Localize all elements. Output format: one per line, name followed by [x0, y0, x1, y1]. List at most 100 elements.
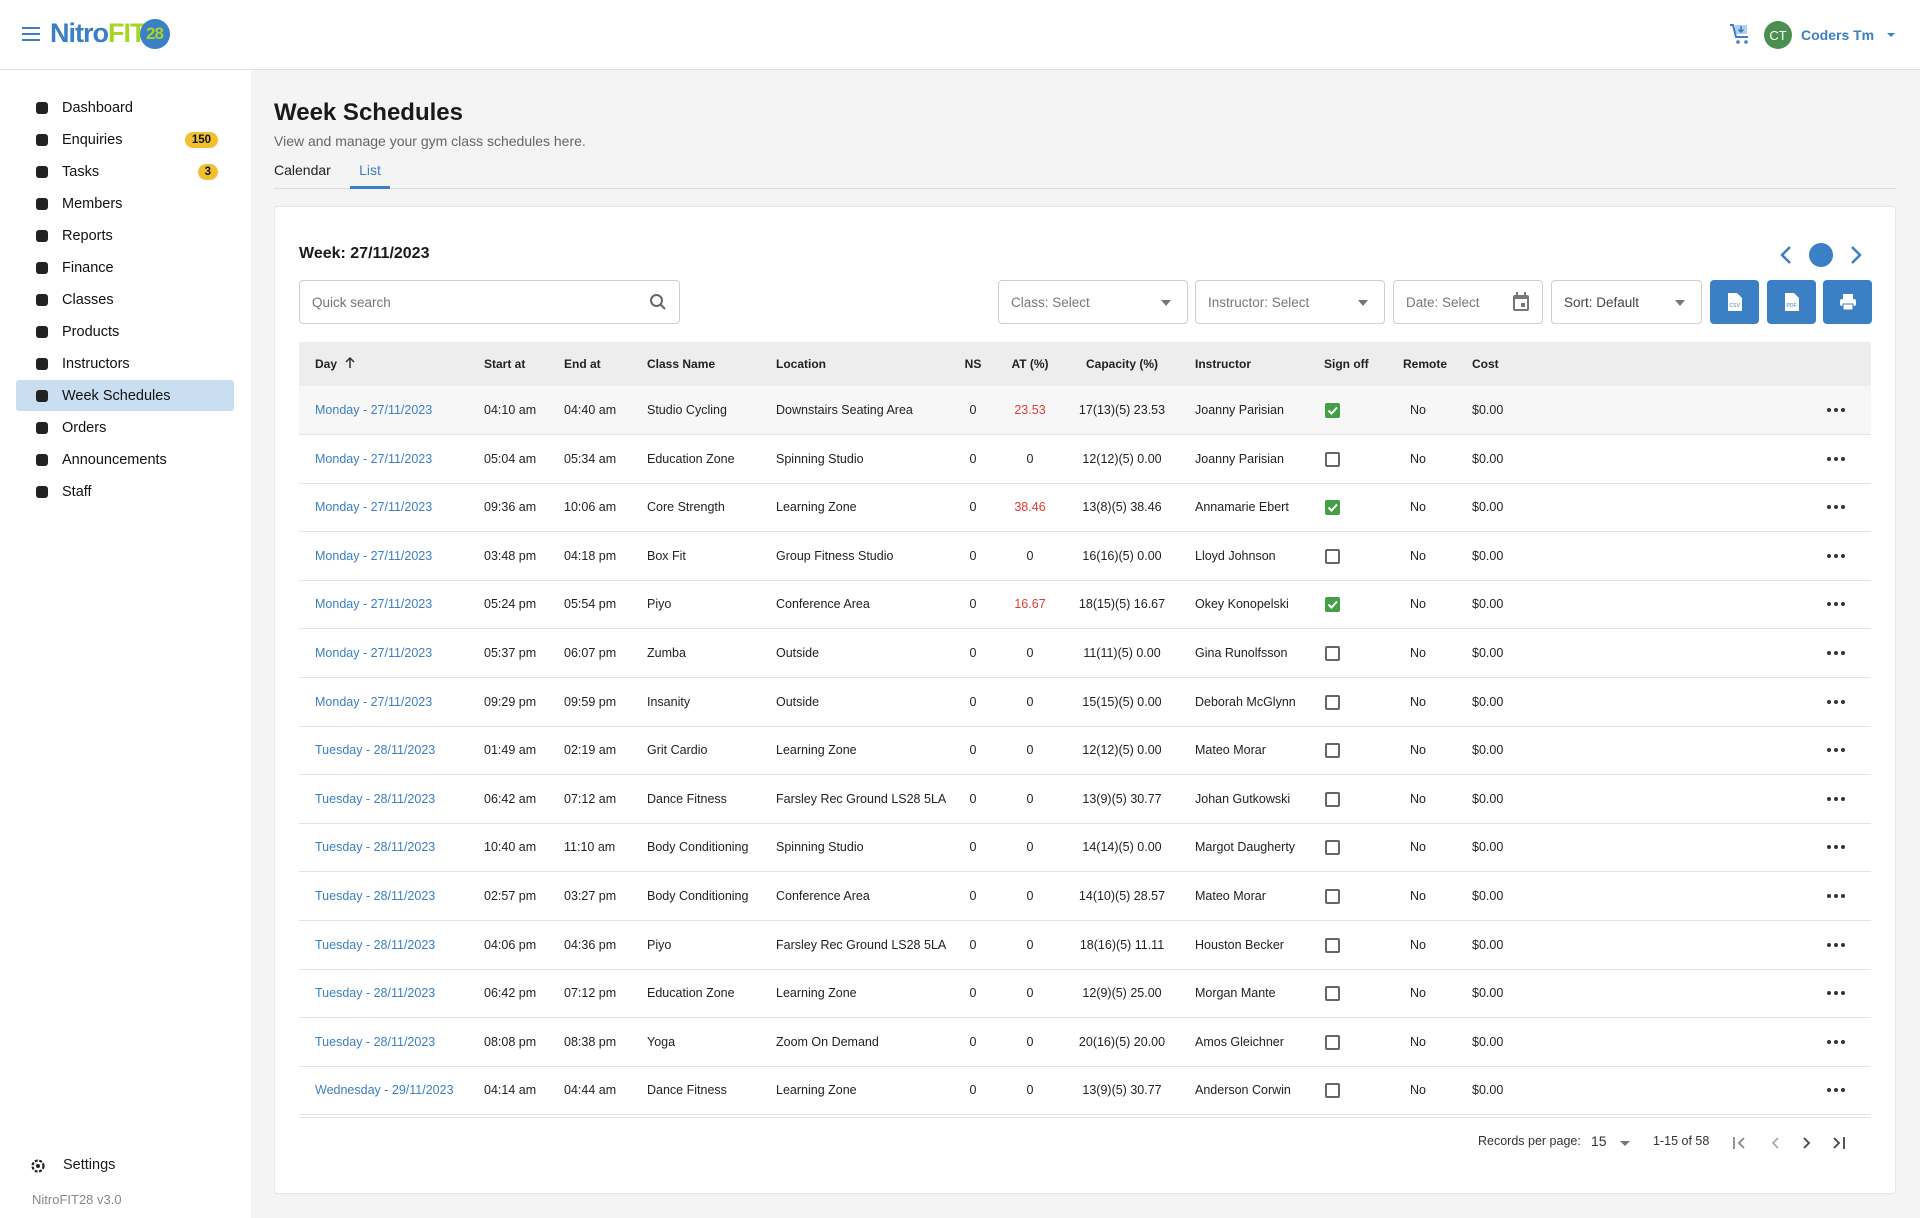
table-row[interactable]: Monday - 27/11/2023 05:24 pm 05:54 pm Piyo C…	[299, 580, 1871, 630]
table-row[interactable]: Monday - 27/11/2023 05:37 pm 06:07 pm Zumba…	[299, 629, 1871, 678]
column-header-start-at[interactable]: Start at	[484, 357, 526, 371]
sidebar-item-tasks[interactable]: Tasks 3	[16, 156, 234, 187]
sidebar-item-staff[interactable]: Staff	[16, 476, 234, 507]
table-row[interactable]: Monday - 27/11/2023 09:29 pm 09:59 pm Insan…	[299, 678, 1871, 727]
sidebar-item-announcements[interactable]: Announcements	[16, 444, 234, 475]
calendar-icon[interactable]	[1512, 292, 1530, 315]
table-row[interactable]: Tuesday - 28/11/2023 08:08 pm 08:38 pm Yoga…	[299, 1018, 1871, 1067]
avatar[interactable]: CT	[1764, 21, 1792, 49]
chevron-left-icon[interactable]	[1779, 245, 1793, 270]
sign-off-checkbox[interactable]	[1325, 403, 1340, 418]
caret-down-icon[interactable]	[1620, 1141, 1630, 1146]
column-header-sign-off[interactable]: Sign off	[1324, 357, 1369, 371]
sidebar-item-week-schedules[interactable]: Week Schedules	[16, 380, 234, 411]
more-actions-icon[interactable]	[1827, 748, 1845, 753]
sidebar-item-reports[interactable]: Reports	[16, 220, 234, 251]
table-row[interactable]: Tuesday - 28/11/2023 06:42 am 07:12 am Danc…	[299, 775, 1871, 824]
column-header-ns[interactable]: NS	[964, 357, 982, 371]
cell-day[interactable]: Tuesday - 28/11/2023	[315, 743, 436, 758]
sign-off-checkbox[interactable]	[1325, 937, 1340, 953]
user-name[interactable]: Coders Tm	[1801, 27, 1875, 43]
search-icon[interactable]	[649, 293, 667, 314]
cell-day[interactable]: Monday - 27/11/2023	[315, 403, 433, 417]
tab-list[interactable]: List	[350, 162, 390, 189]
column-header-at[interactable]: AT (%)	[1011, 357, 1049, 371]
column-header-instructor[interactable]: Instructor	[1195, 357, 1252, 371]
first-page-icon[interactable]	[1732, 1135, 1748, 1156]
cell-day[interactable]: Monday - 27/11/2023	[315, 500, 433, 515]
table-row[interactable]: Tuesday - 28/11/2023 06:42 pm 07:12 pm Educ…	[299, 969, 1871, 1019]
chevron-down-icon[interactable]	[1887, 33, 1895, 37]
sort-ascending-icon[interactable]	[345, 356, 355, 374]
records-per-page-select[interactable]: 15	[1591, 1133, 1607, 1149]
more-actions-icon[interactable]	[1827, 1039, 1845, 1044]
export-csv-button[interactable]: CSV	[1710, 280, 1759, 324]
logo[interactable]: Nitro FIT 28	[50, 18, 170, 49]
more-actions-icon[interactable]	[1827, 408, 1845, 412]
sidebar-item-finance[interactable]: Finance	[16, 252, 234, 283]
more-actions-icon[interactable]	[1827, 699, 1845, 704]
column-header-end-at[interactable]: End at	[564, 357, 601, 371]
cell-day[interactable]: Tuesday - 28/11/2023	[315, 1034, 436, 1049]
cell-day[interactable]: Wednesday - 29/11/2023	[315, 1083, 454, 1098]
menu-icon[interactable]	[22, 27, 40, 46]
more-actions-icon[interactable]	[1827, 505, 1845, 510]
column-header-capacity[interactable]: Capacity (%)	[1085, 357, 1159, 371]
sort-select[interactable]: Sort: Default	[1551, 280, 1702, 324]
sidebar-item-members[interactable]: Members	[16, 188, 234, 219]
more-actions-icon[interactable]	[1827, 651, 1845, 655]
table-row[interactable]: Monday - 27/11/2023 05:04 am 05:34 am Educa…	[299, 435, 1871, 484]
sign-off-checkbox[interactable]	[1325, 1034, 1340, 1050]
sign-off-checkbox[interactable]	[1325, 791, 1340, 807]
sidebar-item-classes[interactable]: Classes	[16, 284, 234, 315]
last-page-icon[interactable]	[1831, 1135, 1847, 1156]
more-actions-icon[interactable]	[1827, 991, 1845, 996]
instructor-select[interactable]: Instructor: Select	[1195, 280, 1385, 324]
more-actions-icon[interactable]	[1827, 553, 1845, 558]
sidebar-item-dashboard[interactable]: Dashboard	[16, 92, 234, 123]
more-actions-icon[interactable]	[1827, 942, 1845, 947]
cell-day[interactable]: Tuesday - 28/11/2023	[315, 791, 436, 806]
sidebar-item-instructors[interactable]: Instructors	[16, 348, 234, 379]
more-actions-icon[interactable]	[1827, 1088, 1845, 1093]
cell-day[interactable]: Tuesday - 28/11/2023	[315, 986, 436, 1001]
cell-day[interactable]: Monday - 27/11/2023	[315, 548, 433, 563]
cell-day[interactable]: Tuesday - 28/11/2023	[315, 889, 436, 903]
search-input[interactable]	[299, 280, 680, 324]
sign-off-checkbox[interactable]	[1325, 500, 1340, 516]
sign-off-checkbox[interactable]	[1325, 986, 1340, 1002]
table-row[interactable]: Monday - 27/11/2023 03:48 pm 04:18 pm Box F…	[299, 532, 1871, 581]
sign-off-checkbox[interactable]	[1325, 548, 1340, 564]
search-field[interactable]	[312, 294, 632, 310]
more-actions-icon[interactable]	[1827, 894, 1845, 898]
cell-day[interactable]: Monday - 27/11/2023	[315, 694, 433, 709]
prev-page-icon[interactable]	[1767, 1135, 1783, 1156]
table-row[interactable]: Tuesday - 28/11/2023 02:57 pm 03:27 pm Body…	[299, 872, 1871, 921]
sign-off-checkbox[interactable]	[1325, 597, 1340, 613]
table-row[interactable]: Tuesday - 28/11/2023 01:49 am 02:19 am Grit…	[299, 726, 1871, 776]
tab-calendar[interactable]: Calendar	[274, 162, 331, 178]
settings-link[interactable]: Settings	[63, 1157, 116, 1173]
more-actions-icon[interactable]	[1827, 602, 1845, 607]
column-header-location[interactable]: Location	[776, 357, 826, 371]
sign-off-checkbox[interactable]	[1325, 889, 1340, 904]
sign-off-checkbox[interactable]	[1325, 646, 1340, 661]
column-header-remote[interactable]: Remote	[1403, 357, 1448, 371]
sidebar-item-products[interactable]: Products	[16, 316, 234, 347]
next-page-icon[interactable]	[1799, 1135, 1815, 1156]
table-row[interactable]: Wednesday - 29/11/2023 04:14 am 04:44 am Da…	[299, 1066, 1871, 1116]
class-select[interactable]: Class: Select	[998, 280, 1188, 324]
cell-day[interactable]: Monday - 27/11/2023	[315, 646, 433, 660]
sign-off-checkbox[interactable]	[1325, 451, 1340, 467]
table-row[interactable]: Monday - 27/11/2023 09:36 am 10:06 am Core …	[299, 483, 1871, 533]
export-pdf-button[interactable]: PDF	[1767, 280, 1816, 324]
cell-day[interactable]: Tuesday - 28/11/2023	[315, 937, 436, 952]
more-actions-icon[interactable]	[1827, 845, 1845, 850]
sidebar-item-orders[interactable]: Orders	[16, 412, 234, 443]
more-actions-icon[interactable]	[1827, 796, 1845, 801]
column-header-class-name[interactable]: Class Name	[647, 357, 716, 371]
cart-icon[interactable]	[1729, 22, 1753, 51]
chevron-right-icon[interactable]	[1849, 245, 1863, 270]
sign-off-checkbox[interactable]	[1325, 1083, 1340, 1099]
date-picker[interactable]: Date: Select	[1393, 280, 1543, 324]
